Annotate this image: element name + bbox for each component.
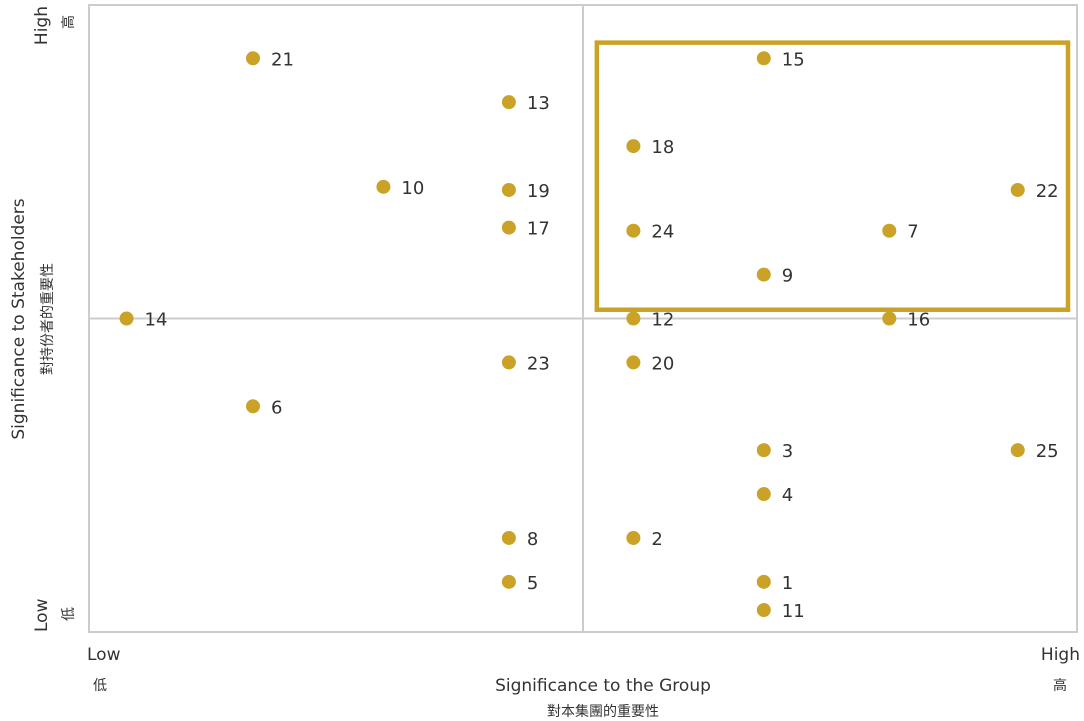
point-label-17: 17	[527, 219, 550, 240]
y-axis-label-zh: 對持份者的重要性	[40, 263, 56, 375]
y-tick-high: High	[32, 6, 52, 45]
point-25	[1010, 443, 1025, 458]
point-16	[882, 311, 897, 326]
point-label-2: 2	[651, 529, 662, 550]
y-tick-low-zh: 低	[61, 607, 77, 621]
point-label-22: 22	[1036, 181, 1059, 202]
point-label-4: 4	[782, 485, 793, 506]
point-8	[501, 530, 516, 545]
point-label-1: 1	[782, 573, 793, 594]
point-2	[626, 530, 641, 545]
x-tick-high: High	[1041, 645, 1080, 665]
x-axis-label-zh: 對本集團的重要性	[547, 703, 659, 720]
point-14	[119, 311, 134, 326]
x-tick-high-zh: 高	[1053, 677, 1067, 694]
point-4	[756, 487, 771, 502]
point-label-9: 9	[782, 266, 793, 287]
point-label-18: 18	[651, 137, 674, 158]
point-label-6: 6	[271, 397, 282, 418]
point-11	[756, 603, 771, 618]
point-6	[246, 399, 261, 414]
point-label-11: 11	[782, 601, 805, 622]
point-23	[501, 355, 516, 370]
point-5	[501, 574, 516, 589]
point-label-24: 24	[651, 222, 674, 243]
point-label-7: 7	[907, 222, 918, 243]
point-label-21: 21	[271, 49, 294, 70]
point-17	[501, 220, 516, 235]
point-label-25: 25	[1036, 441, 1059, 462]
point-10	[376, 179, 391, 194]
y-tick-low: Low	[32, 598, 52, 632]
point-label-8: 8	[527, 529, 538, 550]
point-19	[501, 182, 516, 197]
point-3	[756, 443, 771, 458]
point-12	[626, 311, 641, 326]
point-label-12: 12	[651, 310, 674, 331]
highlight-box	[594, 40, 1071, 312]
y-tick-high-zh: 高	[60, 15, 77, 29]
point-24	[626, 223, 641, 238]
point-label-23: 23	[527, 353, 550, 374]
point-22	[1010, 182, 1025, 197]
point-18	[626, 139, 641, 154]
point-1	[756, 574, 771, 589]
point-label-19: 19	[527, 181, 550, 202]
x-tick-low: Low	[87, 645, 121, 665]
point-20	[626, 355, 641, 370]
point-label-14: 14	[145, 310, 168, 331]
point-13	[501, 95, 516, 110]
point-label-13: 13	[527, 93, 550, 114]
y-axis-label: Significance to Stakeholders	[9, 198, 29, 439]
x-tick-low-zh: 低	[93, 678, 107, 694]
point-label-3: 3	[782, 441, 793, 462]
point-7	[882, 223, 897, 238]
point-label-5: 5	[527, 573, 538, 594]
point-21	[246, 51, 261, 66]
point-label-20: 20	[651, 353, 674, 374]
point-label-10: 10	[401, 178, 424, 199]
point-9	[756, 267, 771, 282]
point-label-15: 15	[782, 49, 805, 70]
point-label-16: 16	[907, 310, 930, 331]
point-15	[756, 51, 771, 66]
x-axis-label: Significance to the Group	[495, 676, 711, 696]
